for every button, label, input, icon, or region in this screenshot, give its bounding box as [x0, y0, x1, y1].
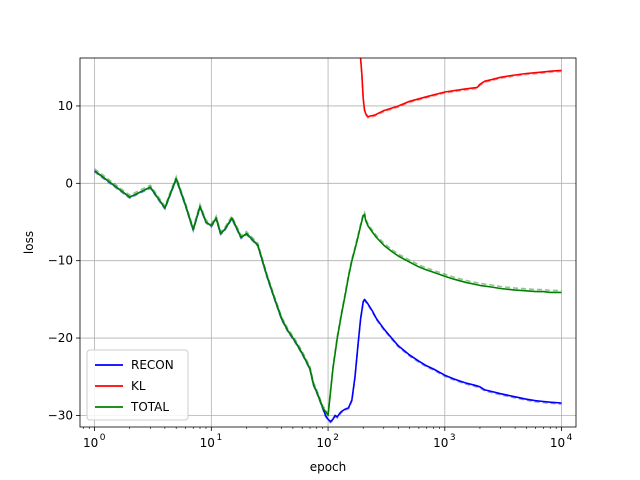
- y-axis-label: loss: [22, 231, 36, 254]
- legend-label-kl: KL: [131, 379, 146, 393]
- x-tick-exponent: 1: [216, 433, 222, 443]
- legend: RECON KL TOTAL: [86, 349, 189, 421]
- series-recon-shadow: [94, 171, 562, 424]
- x-tick-label: 10: [83, 436, 98, 450]
- x-axis-ticks: 10 0 10 1 10 2 10 3 10 4: [83, 427, 573, 450]
- y-axis-ticks: 10 0 −10 −20 −30: [48, 99, 80, 422]
- x-tick-exponent: 0: [100, 433, 106, 443]
- legend-box: [86, 349, 189, 421]
- y-tick-label: −30: [48, 408, 73, 422]
- x-tick-exponent: 4: [567, 433, 573, 443]
- y-tick-label: −10: [48, 254, 73, 268]
- legend-label-total: TOTAL: [130, 400, 169, 414]
- y-tick-label: 10: [58, 99, 73, 113]
- grid: [80, 58, 576, 427]
- y-tick-label: −20: [48, 331, 73, 345]
- plot-area: [94, 58, 562, 424]
- x-tick-label: 10: [433, 436, 448, 450]
- x-axis-label: epoch: [310, 460, 347, 474]
- x-tick-exponent: 2: [333, 433, 339, 443]
- legend-label-recon: RECON: [131, 358, 174, 372]
- y-tick-label: 0: [65, 176, 73, 190]
- series-total-line: [94, 170, 562, 417]
- x-tick-exponent: 3: [450, 433, 456, 443]
- series-kl-line: [359, 58, 562, 118]
- x-tick-label: 10: [200, 436, 215, 450]
- x-tick-label: 10: [550, 436, 565, 450]
- x-tick-label: 10: [316, 436, 331, 450]
